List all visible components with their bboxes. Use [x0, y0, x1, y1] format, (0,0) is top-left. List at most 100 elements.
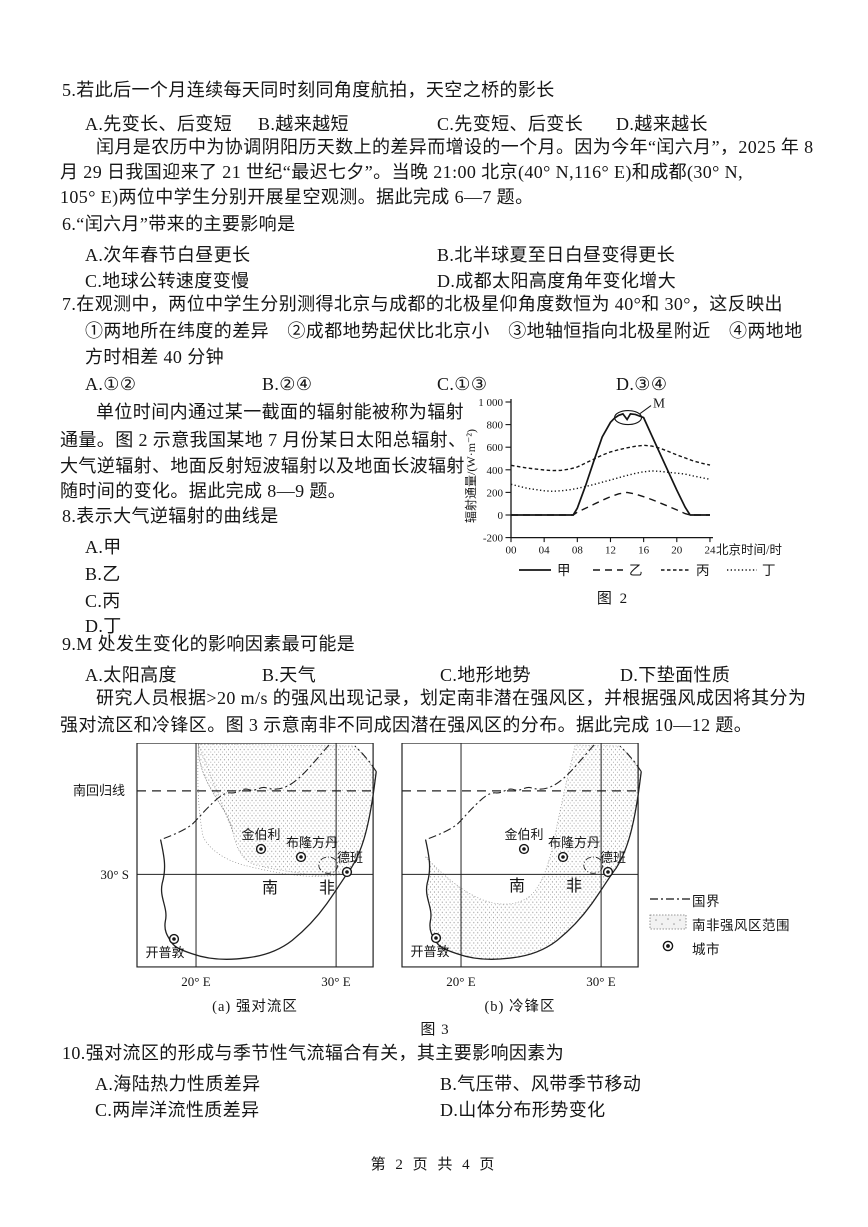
map-b-coastline [426, 772, 642, 960]
map-a-strong-wind-zone [198, 744, 376, 876]
q7-option-d: D.③④ [616, 374, 668, 394]
city-dot-durban-b [602, 866, 614, 878]
city-label-kimberley-b: 金伯利 [504, 827, 543, 842]
q9-option-b: B.天气 [262, 665, 317, 685]
map-b-national-border [426, 745, 594, 840]
map-b-lon20-label: 20° E [446, 974, 475, 989]
figure3-map-a: 南回归线 30° S 金伯利 布隆方丹 德班 开普敦 南 非 20° E 30°… [73, 743, 395, 989]
q9-stem: 9.M 处发生变化的影响因素最可能是 [62, 634, 356, 654]
border-line-icon [648, 891, 692, 909]
map-b-border-ne [620, 746, 641, 771]
svg-text:800: 800 [487, 420, 504, 432]
city-label-bloemfontein-b: 布隆方丹 [548, 835, 600, 850]
svg-text:1 000: 1 000 [478, 398, 503, 409]
q8-option-d: D.丁 [85, 616, 122, 636]
fig2-legend: 甲 乙 丙 丁 [519, 563, 776, 578]
q5-option-d: D.越来越长 [616, 114, 708, 134]
q9-option-d: D.下垫面性质 [620, 665, 731, 685]
fig2-y-axis-title: 辐射通量/(W·m⁻²) [463, 429, 478, 523]
fig2-plot-area: -200 0 200 400 600 800 1 000 00 04 08 12 16 20 24 M [478, 398, 716, 557]
svg-text:20: 20 [671, 545, 683, 557]
city-dot-bloemfontein-b [557, 851, 569, 863]
fig2-legend-label-jia: 甲 [557, 563, 571, 578]
q7-option-c: C.①③ [437, 374, 488, 394]
q6-option-b: B.北半球夏至日白昼变得更长 [437, 245, 676, 265]
city-dot-kimberley-b [518, 843, 530, 855]
figure3-legend-row-border: 国界 [648, 888, 848, 912]
radiation-paragraph-line2: 通量。图 2 示意我国某地 7 月份某日太阳总辐射、 [60, 430, 467, 450]
radiation-paragraph-line3: 大气逆辐射、地面反射短波辐射以及地面长波辐射 [60, 456, 465, 476]
figure3-legend-row-city: 城市 [648, 936, 848, 960]
city-label-capetown-a: 开普敦 [145, 945, 184, 960]
q6-option-a: A.次年春节白昼更长 [85, 245, 251, 265]
map-b-country-label-2: 非 [566, 877, 582, 895]
wind-zone-swatch-icon [648, 913, 692, 936]
svg-text:400: 400 [487, 465, 504, 477]
q10-stem: 10.强对流区的形成与季节性气流辐合有关，其主要影响因素为 [62, 1043, 565, 1063]
q8-option-b: B.乙 [85, 564, 121, 584]
svg-text:04: 04 [539, 545, 551, 557]
map-b-strong-wind-zone [426, 745, 642, 959]
fig2-legend-label-yi: 乙 [629, 563, 643, 578]
wind-paragraph-line2: 强对流区和冷锋区。图 3 示意南非不同成因潜在强风区的分布。据此完成 10—12… [60, 715, 753, 735]
map-b-country-label-1: 南 [509, 877, 525, 895]
q6-option-c: C.地球公转速度变慢 [85, 271, 250, 291]
svg-text:16: 16 [638, 545, 650, 557]
map-a-frame [137, 743, 373, 967]
page-number-footer: 第 2 页 共 4 页 [370, 1157, 498, 1173]
city-dot-capetown-b [430, 932, 442, 944]
q6-stem: 6.“闰六月”带来的主要影响是 [62, 214, 296, 234]
figure3-legend-border-label: 国界 [692, 894, 720, 909]
q8-option-c: C.丙 [85, 591, 121, 611]
q10-option-a: A.海陆热力性质差异 [95, 1074, 261, 1094]
city-label-bloemfontein-a: 布隆方丹 [286, 835, 338, 850]
map-a-lon30-label: 30° E [321, 974, 350, 989]
figure3-caption-a: (a) 强对流区 [212, 999, 298, 1015]
leap-month-paragraph-line3: 105° E)两位中学生分别开展星空观测。据此完成 6—7 题。 [60, 187, 534, 207]
leap-month-paragraph-line2: 月 29 日我国迎来了 21 世纪“最迟七夕”。当晚 21:00 北京(40° … [60, 162, 743, 182]
q9-option-a: A.太阳高度 [85, 665, 177, 685]
map-b-frame [402, 743, 638, 967]
map-a-country-label-1: 南 [262, 879, 278, 897]
map-a-tropic-label: 南回归线 [73, 783, 125, 798]
q5-option-a: A.先变长、后变短 [85, 114, 233, 134]
q7-items-line2: 方时相差 40 分钟 [85, 347, 224, 367]
figure3-legend-zone-label: 南非强风区范围 [692, 918, 790, 933]
figure3-caption: 图 3 [420, 1022, 450, 1038]
map-a-country-label-2: 非 [319, 879, 335, 897]
figure2-caption: 图 2 [597, 590, 629, 607]
figure3-legend: 国界 南非强风区范围 城市 [648, 888, 848, 960]
q10-option-c: C.两岸洋流性质差异 [95, 1100, 260, 1120]
map-a-lat-label: 30° S [100, 867, 129, 882]
q7-option-a: A.①② [85, 374, 137, 394]
radiation-paragraph-line4: 随时间的变化。据此完成 8—9 题。 [60, 481, 347, 501]
q5-stem: 5.若此后一个月连续每天同时刻同角度航拍，天空之桥的影长 [62, 80, 555, 100]
q7-items-line1: ①两地所在纬度的差异 ②成都地势起伏比北京小 ③地轴恒指向北极星附近 ④两地地 [85, 321, 803, 341]
fig2-legend-label-ding: 丁 [762, 563, 776, 578]
figure3-legend-row-zone: 南非强风区范围 [648, 912, 848, 936]
q5-option-b: B.越来越短 [258, 114, 349, 134]
q7-option-b: B.②④ [262, 374, 313, 394]
q8-stem: 8.表示大气逆辐射的曲线是 [62, 506, 279, 526]
q8-option-a: A.甲 [85, 537, 122, 557]
fig2-legend-label-bing: 丙 [696, 563, 710, 578]
q10-option-d: D.山体分布形势变化 [440, 1100, 606, 1120]
svg-text:24: 24 [704, 545, 716, 557]
q10-option-b: B.气压带、风带季节移动 [440, 1074, 642, 1094]
city-label-kimberley-a: 金伯利 [241, 827, 280, 842]
leap-month-paragraph-line1: 闰月是农历中为协调阴阳历天数上的差异而增设的一个月。因为今年“闰六月”，2025… [96, 137, 814, 157]
map-b-lon30-label: 30° E [586, 974, 615, 989]
figure3-map-b: 金伯利 布隆方丹 德班 开普敦 南 非 20° E 30° E [392, 743, 652, 989]
q5-option-c: C.先变短、后变长 [437, 114, 584, 134]
svg-text:0: 0 [498, 510, 504, 522]
city-label-durban-a: 德班 [337, 850, 363, 865]
svg-text:200: 200 [487, 487, 504, 499]
wind-paragraph-line1: 研究人员根据>20 m/s 的强风出现记录，划定南非潜在强风区，并根据强风成因将… [96, 688, 807, 708]
svg-text:12: 12 [605, 545, 616, 557]
city-dot-kimberley-a [255, 843, 267, 855]
city-marker-icon [648, 938, 692, 959]
svg-text:M: M [653, 398, 665, 411]
svg-text:00: 00 [506, 545, 518, 557]
